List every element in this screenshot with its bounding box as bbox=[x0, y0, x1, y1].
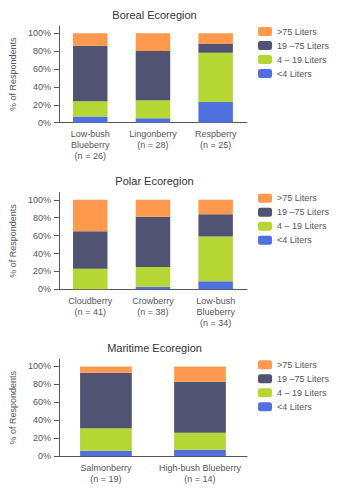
svg-text:20%: 20% bbox=[33, 100, 51, 110]
svg-text:Low-bush: Low-bush bbox=[71, 129, 110, 139]
svg-text:20%: 20% bbox=[33, 433, 51, 443]
svg-text:% of Respondents: % of Respondents bbox=[8, 37, 18, 111]
svg-text:40%: 40% bbox=[33, 415, 51, 425]
svg-text:Polar Ecoregion: Polar Ecoregion bbox=[115, 175, 193, 187]
svg-text:Salmonberry: Salmonberry bbox=[80, 463, 132, 473]
svg-text:High-bush Blueberry: High-bush Blueberry bbox=[159, 463, 242, 473]
svg-text:0%: 0% bbox=[38, 284, 51, 294]
svg-text:(n = 14): (n = 14) bbox=[184, 474, 215, 484]
svg-text:100%: 100% bbox=[28, 361, 51, 371]
svg-text:Lingonberry: Lingonberry bbox=[129, 129, 177, 139]
svg-text:(n = 26): (n = 26) bbox=[75, 151, 106, 161]
svg-text:>75 Liters: >75 Liters bbox=[277, 193, 317, 203]
svg-text:Low-bush: Low-bush bbox=[196, 296, 235, 306]
svg-text:60%: 60% bbox=[33, 231, 51, 241]
svg-text:19 –75 Liters: 19 –75 Liters bbox=[277, 41, 330, 51]
svg-text:% of Respondents: % of Respondents bbox=[8, 204, 18, 278]
svg-text:(n = 41): (n = 41) bbox=[75, 307, 106, 317]
svg-text:Cloudberry: Cloudberry bbox=[68, 296, 113, 306]
svg-text:Respberry: Respberry bbox=[195, 129, 237, 139]
svg-text:Blueberry: Blueberry bbox=[196, 307, 235, 317]
svg-text:40%: 40% bbox=[33, 82, 51, 92]
svg-text:(n = 34): (n = 34) bbox=[200, 318, 231, 328]
svg-text:(n = 25): (n = 25) bbox=[200, 140, 231, 150]
svg-text:Blueberry: Blueberry bbox=[71, 140, 110, 150]
svg-text:20%: 20% bbox=[33, 266, 51, 276]
svg-text:% of Respondents: % of Respondents bbox=[8, 370, 18, 444]
svg-text:4 – 19 Liters: 4 – 19 Liters bbox=[277, 221, 327, 231]
svg-text:60%: 60% bbox=[33, 397, 51, 407]
svg-text:80%: 80% bbox=[33, 213, 51, 223]
svg-text:80%: 80% bbox=[33, 379, 51, 389]
svg-text:19 –75 Liters: 19 –75 Liters bbox=[277, 374, 330, 384]
svg-text:Maritime Ecoregion: Maritime Ecoregion bbox=[107, 342, 202, 354]
svg-text:100%: 100% bbox=[28, 195, 51, 205]
svg-text:Boreal Ecoregion: Boreal Ecoregion bbox=[112, 9, 196, 21]
svg-text:>75 Liters: >75 Liters bbox=[277, 360, 317, 370]
svg-text:19 –75 Liters: 19 –75 Liters bbox=[277, 207, 330, 217]
svg-text:100%: 100% bbox=[28, 28, 51, 38]
svg-text:40%: 40% bbox=[33, 249, 51, 259]
svg-text:(n = 28): (n = 28) bbox=[137, 140, 168, 150]
svg-text:0%: 0% bbox=[38, 118, 51, 128]
svg-text:<4 Liters: <4 Liters bbox=[277, 235, 312, 245]
svg-text:4 – 19 Liters: 4 – 19 Liters bbox=[277, 388, 327, 398]
svg-text:>75 Liters: >75 Liters bbox=[277, 27, 317, 37]
svg-text:(n = 38): (n = 38) bbox=[137, 307, 168, 317]
svg-text:0%: 0% bbox=[38, 451, 51, 461]
svg-text:60%: 60% bbox=[33, 64, 51, 74]
svg-text:<4 Liters: <4 Liters bbox=[277, 402, 312, 412]
svg-text:Crowberry: Crowberry bbox=[132, 296, 174, 306]
svg-text:80%: 80% bbox=[33, 46, 51, 56]
svg-text:<4 Liters: <4 Liters bbox=[277, 69, 312, 79]
svg-text:(n = 19): (n = 19) bbox=[90, 474, 121, 484]
svg-text:4 – 19 Liters: 4 – 19 Liters bbox=[277, 55, 327, 65]
